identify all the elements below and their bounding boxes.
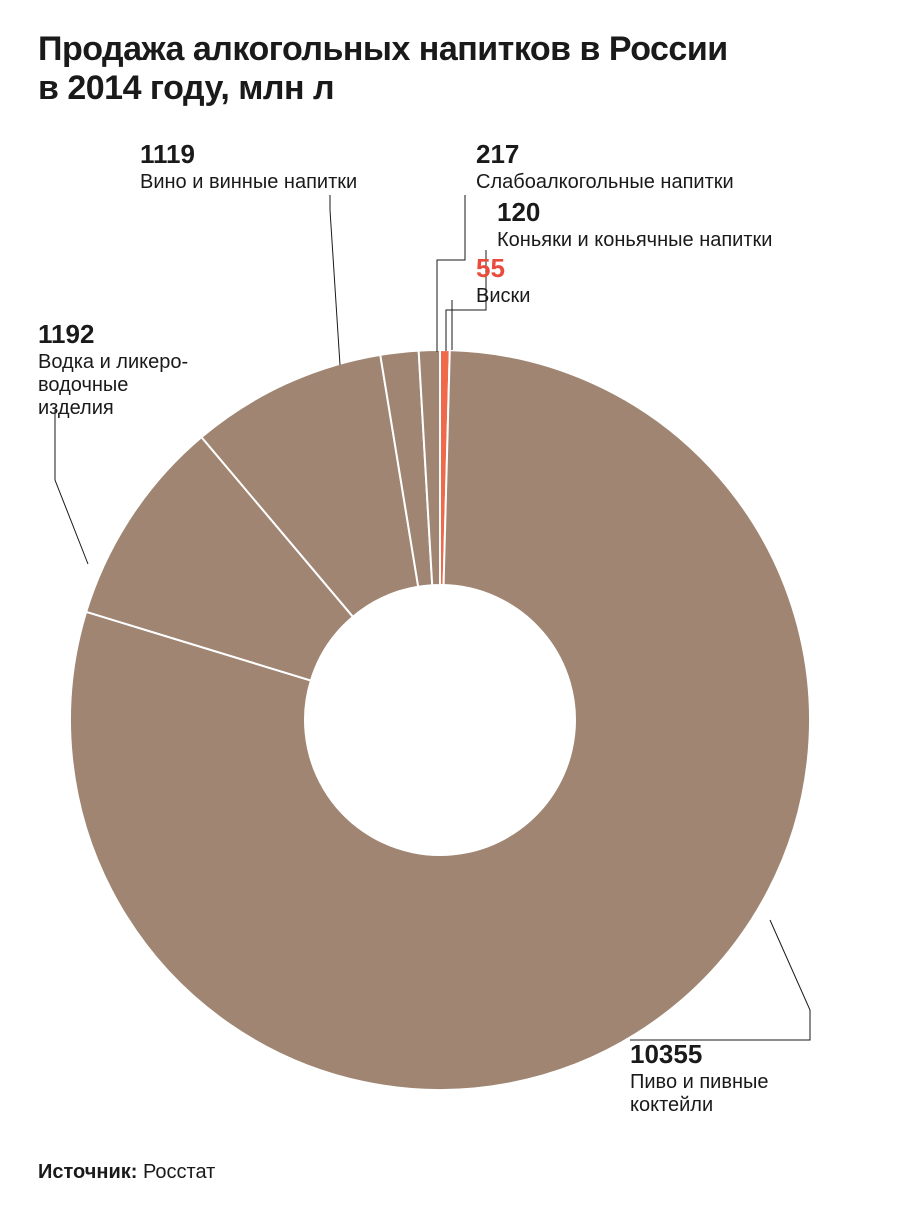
slice-label: 1119Вино и винные напитки xyxy=(140,140,357,194)
slice-name: Вино и винные напитки xyxy=(140,171,357,194)
slice-name: Коньяки и коньячные напитки xyxy=(497,229,772,252)
slice-value: 10355 xyxy=(630,1040,769,1069)
leader-line xyxy=(330,195,340,365)
leader-line xyxy=(437,195,465,352)
slice-name: Водка и ликеро-водочныеизделия xyxy=(38,351,188,420)
slice-value: 55 xyxy=(476,254,530,283)
slice-label: 1192Водка и ликеро-водочныеизделия xyxy=(38,320,188,420)
slice-value: 120 xyxy=(497,198,772,227)
source-line: Источник: Росстат xyxy=(38,1161,215,1184)
slice-name: Пиво и пивныекоктейли xyxy=(630,1071,769,1117)
slice-value: 217 xyxy=(476,140,734,169)
slice-name: Виски xyxy=(476,285,530,308)
slice-label: 55Виски xyxy=(476,254,530,308)
slice-value: 1192 xyxy=(38,320,188,349)
slice-label: 217Слабоалкогольные напитки xyxy=(476,140,734,194)
donut-hole xyxy=(305,585,575,855)
slice-label: 10355Пиво и пивныекоктейли xyxy=(630,1040,769,1117)
source-value: Росстат xyxy=(143,1161,215,1183)
source-label: Источник: xyxy=(38,1161,137,1183)
leader-line xyxy=(55,410,88,564)
slice-label: 120Коньяки и коньячные напитки xyxy=(497,198,772,252)
slice-name: Слабоалкогольные напитки xyxy=(476,171,734,194)
slice-value: 1119 xyxy=(140,140,357,169)
donut-chart xyxy=(0,0,900,1212)
